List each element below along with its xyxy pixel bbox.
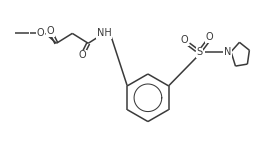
Text: N: N	[224, 47, 231, 57]
Text: O: O	[47, 26, 54, 36]
Text: S: S	[197, 47, 203, 57]
Text: O: O	[181, 35, 188, 45]
Text: O: O	[78, 50, 86, 60]
Text: O: O	[37, 28, 44, 38]
Text: NH: NH	[97, 28, 112, 38]
Text: O: O	[206, 32, 213, 42]
